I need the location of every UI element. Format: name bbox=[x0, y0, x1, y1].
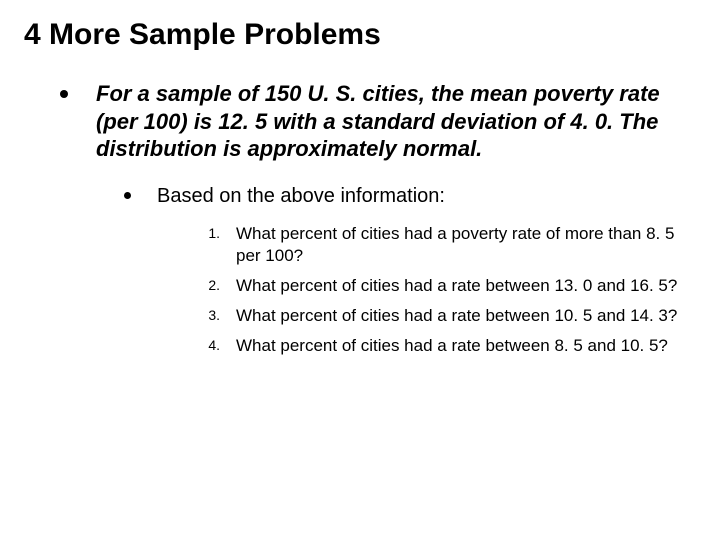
question-number: 4. bbox=[190, 335, 220, 357]
question-number: 1. bbox=[190, 223, 220, 267]
list-item: 1. What percent of cities had a poverty … bbox=[190, 223, 696, 267]
question-text: What percent of cities had a rate betwee… bbox=[236, 275, 677, 297]
slide-title: 4 More Sample Problems bbox=[24, 18, 696, 52]
question-text: What percent of cities had a rate betwee… bbox=[236, 335, 668, 357]
question-number: 2. bbox=[190, 275, 220, 297]
bullet-icon bbox=[60, 90, 68, 98]
subhead-block: Based on the above information: bbox=[124, 183, 696, 209]
list-item: 3. What percent of cities had a rate bet… bbox=[190, 305, 696, 327]
question-number: 3. bbox=[190, 305, 220, 327]
subhead-text: Based on the above information: bbox=[157, 183, 445, 209]
intro-text: For a sample of 150 U. S. cities, the me… bbox=[96, 80, 696, 163]
question-text: What percent of cities had a poverty rat… bbox=[236, 223, 696, 267]
intro-block: For a sample of 150 U. S. cities, the me… bbox=[60, 80, 696, 163]
question-list: 1. What percent of cities had a poverty … bbox=[190, 223, 696, 357]
question-text: What percent of cities had a rate betwee… bbox=[236, 305, 677, 327]
list-item: 2. What percent of cities had a rate bet… bbox=[190, 275, 696, 297]
list-item: 4. What percent of cities had a rate bet… bbox=[190, 335, 696, 357]
bullet-icon bbox=[124, 192, 131, 199]
